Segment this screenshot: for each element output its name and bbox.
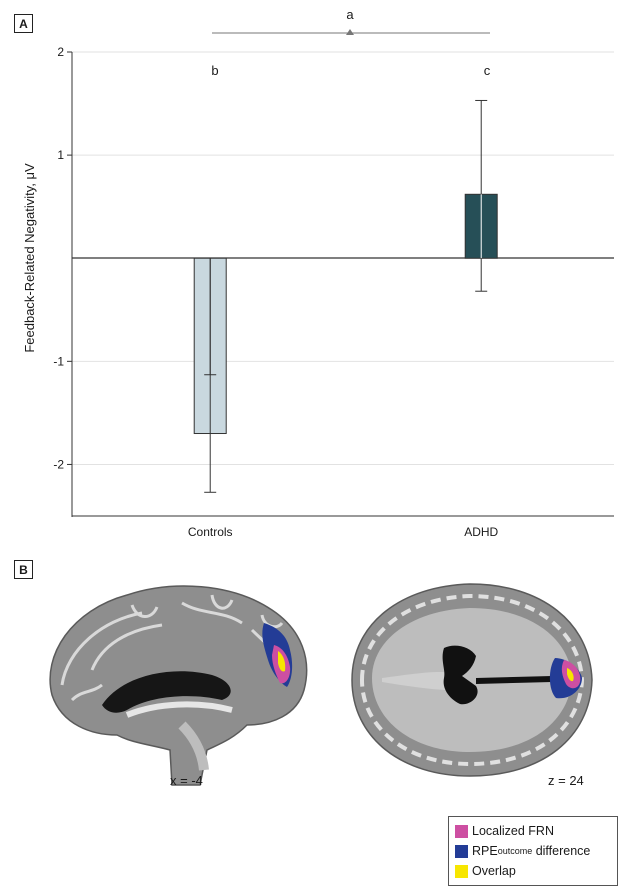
x-tick-label-controls: Controls: [188, 525, 233, 539]
legend-swatch-rpe-difference: [455, 844, 468, 858]
axial-coordinate-label: z = 24: [548, 773, 584, 788]
panel-label-a: A: [14, 14, 33, 33]
bar-chart: 2 1 -1 -2 Controls ADHD Feedback-Related Neg…: [22, 7, 614, 539]
legend-item-rpe-difference: RPE outcome difference: [455, 841, 611, 861]
y-axis-label: Feedback-Related Negativity, μV: [22, 163, 37, 353]
panel-label-b: B: [14, 560, 33, 579]
significance-bracket: a b c: [211, 7, 490, 78]
y-tick-label: 2: [57, 45, 64, 59]
error-bar-controls: [204, 258, 217, 493]
axial-brain-slice-icon: [351, 583, 593, 777]
sagittal-brain-slice-icon: [49, 585, 308, 786]
x-ticks: Controls ADHD: [188, 525, 499, 539]
legend-label-rpe: RPE: [472, 844, 498, 858]
legend-swatch-localized-frn: [455, 824, 468, 838]
legend-item-localized-frn: Localized FRN: [455, 821, 611, 841]
legend: Localized FRN RPE outcome difference Over…: [448, 816, 618, 886]
legend-label-localized-frn: Localized FRN: [472, 824, 554, 838]
sig-label-a: a: [346, 7, 354, 22]
error-bars: [204, 99, 488, 493]
sagittal-coordinate-label: x = -4: [170, 773, 203, 788]
legend-swatch-overlap: [455, 864, 468, 878]
legend-label-overlap: Overlap: [472, 864, 516, 878]
x-tick-label-adhd: ADHD: [464, 525, 498, 539]
legend-label-rpe-suffix: difference: [532, 844, 591, 858]
y-tick-label: -1: [53, 354, 64, 368]
y-tick-label: 1: [57, 148, 64, 162]
sig-label-b: b: [211, 63, 218, 78]
sig-label-c: c: [484, 63, 491, 78]
y-tick-label: -2: [53, 457, 64, 471]
y-ticks: 2 1 -1 -2: [53, 45, 72, 471]
bars: [193, 193, 498, 435]
error-bar-adhd: [475, 99, 488, 292]
legend-label-rpe-subscript: outcome: [497, 846, 533, 856]
bracket-marker-icon: [346, 29, 354, 35]
grid-lines: [72, 51, 614, 465]
legend-item-overlap: Overlap: [455, 861, 611, 881]
